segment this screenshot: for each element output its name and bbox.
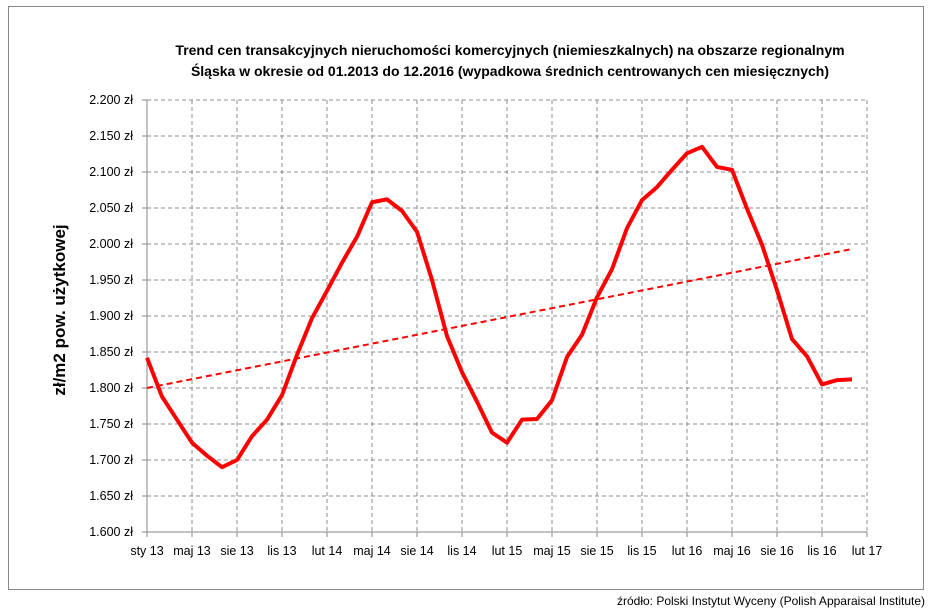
x-tick-label: maj 16 xyxy=(713,544,751,558)
chart-title-line-2: Śląska w okresie od 01.2013 do 12.2016 (… xyxy=(190,63,830,79)
y-tick-label: 2.000 zł xyxy=(89,237,133,251)
x-tick-label: lut 15 xyxy=(492,544,523,558)
x-tick-label: sty 13 xyxy=(130,544,163,558)
x-tick-label: maj 14 xyxy=(353,544,391,558)
x-tick-label: lis 16 xyxy=(807,544,836,558)
y-tick-label: 1.800 zł xyxy=(89,381,133,395)
price-series-line xyxy=(145,144,853,470)
chart-title-line-1: Trend cen transakcyjnych nieruchomości k… xyxy=(175,42,845,58)
y-tick-label: 1.900 zł xyxy=(89,309,133,323)
y-tick-label: 1.950 zł xyxy=(89,273,133,287)
x-tick-label: maj 13 xyxy=(173,544,211,558)
y-tick-label: 1.850 zł xyxy=(89,345,133,359)
x-tick-label: maj 15 xyxy=(533,544,571,558)
x-tick-label: lut 16 xyxy=(672,544,703,558)
x-tick-label: sie 15 xyxy=(580,544,613,558)
x-tick-label: lis 14 xyxy=(447,544,476,558)
x-tick-label: lut 17 xyxy=(852,544,883,558)
y-tick-label: 2.100 zł xyxy=(89,165,133,179)
x-tick-label: lut 14 xyxy=(312,544,343,558)
x-tick-label: sie 14 xyxy=(400,544,433,558)
source-note: źródło: Polski Instytut Wyceny (Polish A… xyxy=(616,594,925,608)
y-tick-label: 1.600 zł xyxy=(89,525,133,539)
x-tick-label: lis 13 xyxy=(267,544,296,558)
x-tick-label: sie 13 xyxy=(220,544,253,558)
y-tick-label: 2.200 zł xyxy=(89,93,133,107)
y-tick-label: 1.750 zł xyxy=(89,417,133,431)
y-tick-label: 1.650 zł xyxy=(89,489,133,503)
x-tick-label: sie 16 xyxy=(760,544,793,558)
y-tick-label: 2.050 zł xyxy=(89,201,133,215)
x-tick-label: lis 15 xyxy=(627,544,656,558)
y-tick-label: 1.700 zł xyxy=(89,453,133,467)
linear-trendline xyxy=(146,248,853,389)
chart-frame xyxy=(8,6,924,590)
y-tick-label: 2.150 zł xyxy=(89,129,133,143)
